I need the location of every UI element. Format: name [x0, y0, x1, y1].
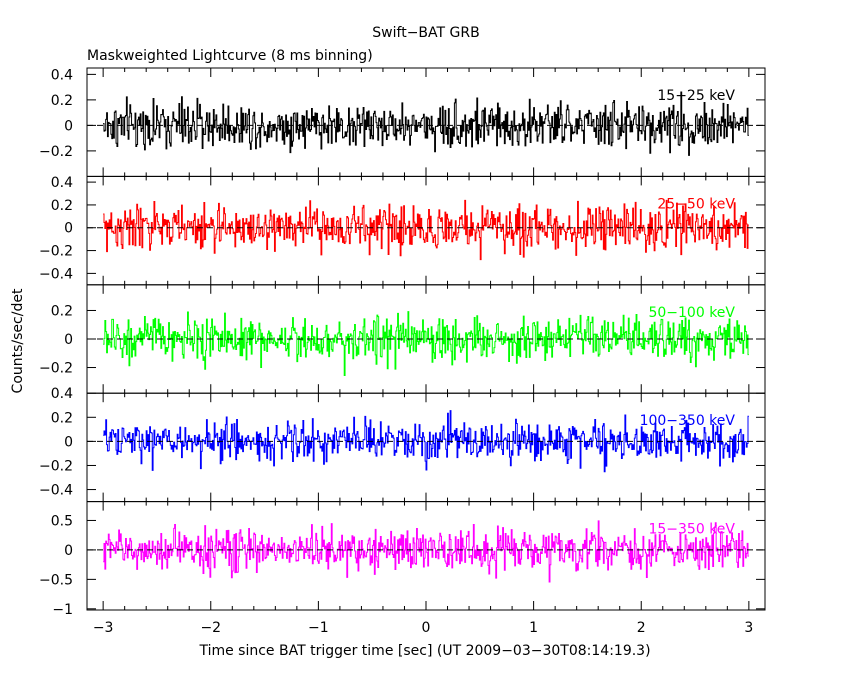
y-tick-label: −1	[52, 602, 73, 618]
y-tick-label: −0.2	[39, 144, 73, 160]
y-tick-label: 0.4	[51, 67, 73, 83]
panel-label: 100−350 keV	[640, 413, 736, 429]
y-tick-label: 0	[64, 221, 73, 237]
panel-frame	[86, 175, 766, 286]
chart-title: Swift−BAT GRB	[372, 25, 479, 41]
panel-frame	[86, 501, 766, 611]
y-tick-label: 0.2	[51, 303, 73, 319]
y-tick-label: −0.5	[39, 572, 73, 588]
panel-3: −0.4 −0.2 0 0.2 0.4 100−350 keV	[39, 386, 766, 503]
series-line-1	[103, 199, 749, 261]
y-tick-label: 0.2	[51, 410, 73, 426]
x-tick-label: −1	[308, 620, 329, 636]
chart-subtitle: Maskweighted Lightcurve (8 ms binning)	[87, 48, 373, 64]
y-tick-label: 0.2	[51, 198, 73, 214]
y-tick-label: 0.5	[51, 513, 73, 529]
y-tick-label: 0	[64, 118, 73, 134]
x-tick-label: −2	[200, 620, 221, 636]
y-tick-label: 0	[64, 543, 73, 559]
series-line-2	[103, 311, 749, 376]
y-tick-label: −0.2	[39, 361, 73, 377]
panel-label: 50−100 keV	[648, 305, 735, 321]
x-tick-label: 0	[422, 620, 431, 636]
y-tick-label: 0	[64, 332, 73, 348]
panel-0: −0.2 0 0.2 0.4 15−25 keV	[39, 67, 766, 177]
x-tick-label: 1	[529, 620, 538, 636]
y-tick-label: 0.2	[51, 93, 73, 109]
y-tick-label: 0.4	[51, 175, 73, 191]
x-tick-label: −3	[93, 620, 114, 636]
x-tick-label: 2	[637, 620, 646, 636]
panel-1: −0.4 −0.2 0 0.2 0.4 25−50 keV	[39, 175, 766, 286]
series-line-3	[103, 410, 749, 473]
y-tick-label: 0	[64, 434, 73, 450]
panel-4: −1 −0.5 0 0.5 15−350 keV	[39, 501, 766, 618]
x-tick-label: 3	[744, 620, 753, 636]
y-tick-label: −0.2	[39, 458, 73, 474]
panels-group: −0.2 0 0.2 0.4 15−25 keV −0.4 −0.2 0 0.2 0.4 25−50…	[39, 67, 766, 636]
y-tick-label: −0.4	[39, 266, 73, 282]
y-tick-label: −0.2	[39, 244, 73, 260]
y-axis-label: Counts/sec/det	[10, 288, 26, 393]
panel-frame	[86, 392, 766, 503]
series-line-0	[103, 91, 749, 156]
y-tick-label: 0.4	[51, 386, 73, 402]
x-axis-label: Time since BAT trigger time [sec] (UT 20…	[198, 643, 650, 659]
panel-2: −0.2 0 0.2 50−100 keV	[39, 284, 766, 394]
panel-label: 25−50 keV	[657, 196, 735, 212]
panel-label: 15−350 keV	[648, 522, 735, 538]
y-tick-label: −0.4	[39, 483, 73, 499]
panel-label: 15−25 keV	[657, 88, 735, 104]
